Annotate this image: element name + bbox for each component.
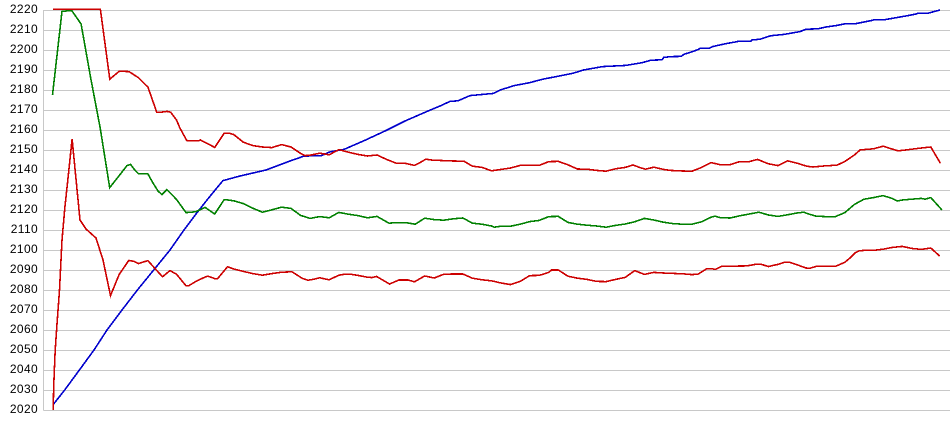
svg-text:2110: 2110: [11, 222, 38, 236]
svg-text:2020: 2020: [10, 402, 38, 416]
svg-text:2090: 2090: [10, 262, 38, 276]
svg-text:2150: 2150: [10, 142, 38, 156]
svg-text:2160: 2160: [10, 122, 38, 136]
svg-text:2120: 2120: [10, 202, 38, 216]
svg-text:2050: 2050: [10, 342, 38, 356]
svg-text:2190: 2190: [10, 62, 38, 76]
svg-text:2140: 2140: [10, 162, 38, 176]
svg-text:2130: 2130: [10, 182, 38, 196]
svg-text:2030: 2030: [10, 382, 38, 396]
svg-text:2100: 2100: [10, 242, 38, 256]
svg-text:2200: 2200: [10, 42, 38, 56]
svg-text:2220: 2220: [10, 2, 38, 16]
svg-text:2070: 2070: [10, 302, 38, 316]
svg-text:2080: 2080: [10, 282, 38, 296]
svg-text:2040: 2040: [10, 362, 38, 376]
svg-text:2210: 2210: [10, 22, 38, 36]
svg-text:2170: 2170: [10, 102, 38, 116]
svg-text:2180: 2180: [10, 82, 38, 96]
svg-text:2060: 2060: [10, 322, 38, 336]
